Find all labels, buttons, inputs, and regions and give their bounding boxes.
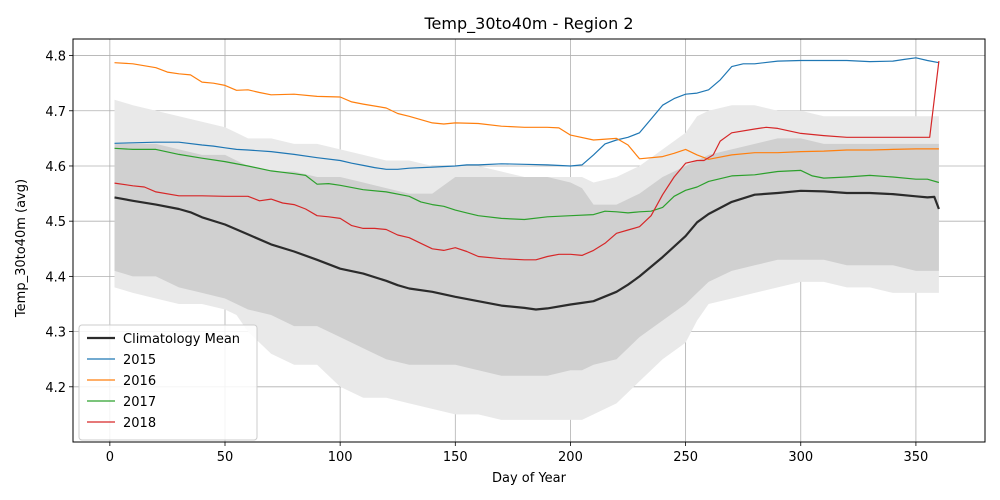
x-tick-label: 100 xyxy=(328,450,353,465)
legend-box xyxy=(78,324,258,441)
y-tick-label: 4.2 xyxy=(45,381,66,396)
legend-label: 2018 xyxy=(123,416,156,431)
legend-label: 2017 xyxy=(123,395,156,410)
x-tick-label: 300 xyxy=(788,450,813,465)
x-tick-label: 200 xyxy=(558,450,583,465)
axes-frame xyxy=(72,38,986,443)
plot-area: 0 50 100 150 200 250 300 350 4.2 4.3 4.4 4.5 4.6 4.7 4… xyxy=(45,38,986,465)
x-tick-label: 50 xyxy=(217,450,234,465)
chart-title: Temp_30to40m - Region 2 xyxy=(424,14,634,34)
series-group xyxy=(114,57,940,420)
y-axis-label: Temp_30to40m (avg) xyxy=(14,179,29,318)
series-line-climatology-mean xyxy=(114,189,940,311)
confidence-band xyxy=(114,138,939,376)
x-tick-label: 350 xyxy=(903,450,928,465)
series-line-2017 xyxy=(114,147,940,221)
legend-label: 2015 xyxy=(123,353,156,368)
series-line-2018 xyxy=(114,61,940,261)
series-line-2016 xyxy=(114,62,939,160)
legend: Climatology Mean 2015 2016 2017 2018 xyxy=(78,324,258,441)
y-tick-label: 4.4 xyxy=(45,270,66,285)
series-line-2015 xyxy=(114,57,940,170)
y-tick-label: 4.8 xyxy=(45,50,66,65)
x-tick-label: 0 xyxy=(106,450,114,465)
y-tick-label: 4.5 xyxy=(45,215,66,230)
y-tick-label: 4.6 xyxy=(45,160,66,175)
y-tick-label: 4.3 xyxy=(45,326,66,341)
x-tick-label: 150 xyxy=(443,450,468,465)
legend-label: Climatology Mean xyxy=(123,332,240,347)
x-tick-label: 250 xyxy=(673,450,698,465)
x-axis-label: Day of Year xyxy=(492,471,567,486)
legend-label: 2016 xyxy=(123,374,156,389)
y-tick-label: 4.7 xyxy=(45,105,66,120)
